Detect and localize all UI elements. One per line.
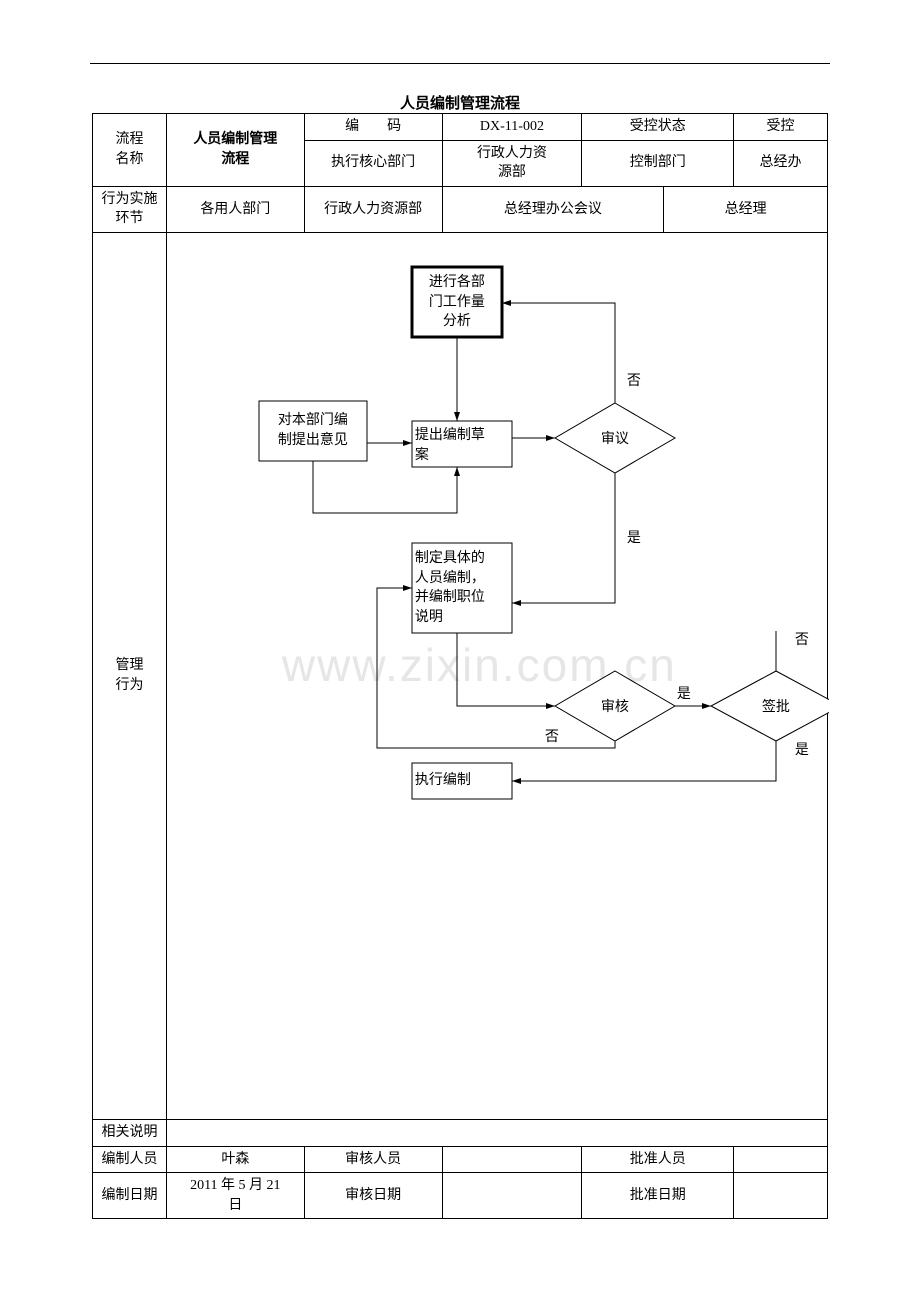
hdr-ctrl-dept-label: 控制部门 [582, 140, 734, 186]
node-job-desc: 制定具体的人员编制，并编制职位说明 [415, 549, 509, 627]
flowchart-cell: www.zixin.com.cn [166, 232, 827, 1119]
label-no-2: 否 [545, 728, 559, 748]
hdr-process-name-label: 流程名称 [93, 114, 167, 187]
process-table: 流程名称 人员编制管理流程 编 码 DX-11-002 受控状态 受控 执行核心… [92, 113, 828, 1219]
lane-user-dept: 各用人部门 [166, 186, 304, 232]
page-title: 人员编制管理流程 [0, 92, 920, 113]
review-by-label: 审核人员 [304, 1146, 442, 1173]
node-review: 审议 [555, 430, 675, 450]
label-no-3: 否 [795, 631, 809, 651]
lane-gm: 总经理 [664, 186, 828, 232]
hdr-core-dept: 行政人力资源部 [442, 140, 582, 186]
hdr-mgmt-behavior: 管理行为 [93, 232, 167, 1119]
hdr-core-dept-label: 执行核心部门 [304, 140, 442, 186]
lane-hr-dept: 行政人力资源部 [304, 186, 442, 232]
hdr-notes [166, 1119, 827, 1146]
review-date [442, 1173, 582, 1219]
node-draft: 提出编制草案 [415, 426, 509, 465]
header-rule [90, 63, 830, 64]
approve-by-label: 批准人员 [582, 1146, 734, 1173]
node-approve: 签批 [711, 698, 841, 718]
approve-by [734, 1146, 828, 1173]
lane-gm-meeting: 总经理办公会议 [442, 186, 664, 232]
label-yes-3: 是 [795, 741, 809, 761]
review-date-label: 审核日期 [304, 1173, 442, 1219]
label-yes-1: 是 [627, 529, 641, 549]
hdr-code-label: 编 码 [304, 114, 442, 141]
hdr-ctrl-status-label: 受控状态 [582, 114, 734, 141]
node-analysis: 进行各部门工作量分析 [412, 273, 502, 332]
node-audit: 审核 [555, 698, 675, 718]
hdr-process-name: 人员编制管理流程 [166, 114, 304, 187]
prep-date-label: 编制日期 [93, 1173, 167, 1219]
node-opinion: 对本部门编制提出意见 [259, 411, 367, 450]
hdr-ctrl-status: 受控 [734, 114, 828, 141]
approve-date [734, 1173, 828, 1219]
approve-date-label: 批准日期 [582, 1173, 734, 1219]
prep-date: 2011 年 5 月 21日 [166, 1173, 304, 1219]
label-no-1: 否 [627, 372, 641, 392]
node-execute: 执行编制 [415, 771, 509, 791]
hdr-phase-label: 行为实施环节 [93, 186, 167, 232]
prep-by: 叶森 [166, 1146, 304, 1173]
hdr-ctrl-dept: 总经办 [734, 140, 828, 186]
prep-by-label: 编制人员 [93, 1146, 167, 1173]
hdr-code: DX-11-002 [442, 114, 582, 141]
hdr-notes-label: 相关说明 [93, 1119, 167, 1146]
flowchart-svg [167, 233, 829, 1113]
label-yes-2: 是 [677, 685, 691, 705]
review-by [442, 1146, 582, 1173]
